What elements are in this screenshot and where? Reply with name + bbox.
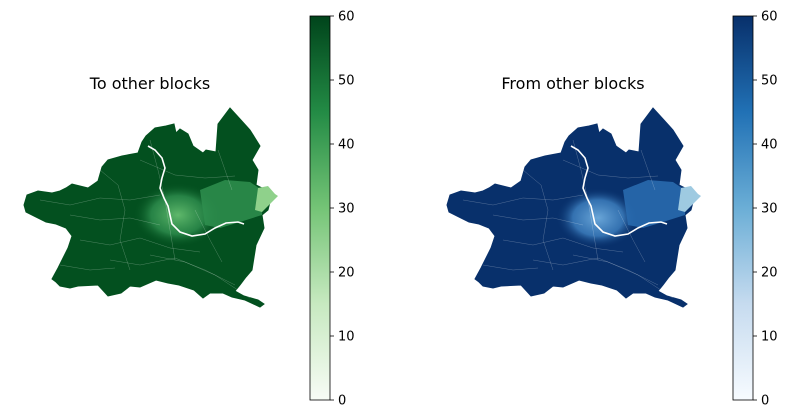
colorbar-tick-label: 60	[338, 10, 355, 25]
choropleth-map-from-other-blocks	[446, 107, 701, 308]
city-center-blocks	[556, 188, 640, 248]
colorbar-ticks: 0 10 20 30 40 50 60	[330, 10, 355, 409]
colorbar-tick-label: 50	[761, 74, 778, 89]
choropleth-map-to-other-blocks	[23, 107, 278, 308]
block-boundaries	[39, 139, 251, 299]
colorbar-tick-label: 0	[761, 394, 769, 409]
eastern-edge-blocks	[678, 186, 701, 212]
colorbar-gradient	[309, 15, 331, 401]
colorbar-tick-label: 50	[338, 74, 355, 89]
colorbar-tick-label: 40	[761, 138, 778, 153]
colorbar-tick-label: 10	[761, 330, 778, 345]
colorbar-tick-label: 20	[761, 266, 778, 281]
eastern-edge-blocks	[255, 186, 278, 212]
eastern-blocks	[200, 180, 262, 228]
city-center-blocks	[133, 183, 223, 247]
map-title-to-other-blocks: To other blocks	[89, 74, 211, 93]
colorbar-tick-label: 0	[338, 394, 346, 409]
colorbar-ticks: 0 10 20 30 40 50 60	[753, 10, 778, 409]
river	[570, 145, 668, 237]
colorbar-tick-label: 10	[338, 330, 355, 345]
colorbar-gradient	[732, 15, 754, 401]
map-title-from-other-blocks: From other blocks	[501, 74, 645, 93]
colorbar-tick-label: 30	[761, 202, 778, 217]
colorbar-tick-label: 60	[761, 10, 778, 25]
eastern-blocks	[623, 180, 685, 228]
colorbar-left: 0 10 20 30 40 50 60	[309, 10, 355, 409]
colorbar-right: 0 10 20 30 40 50 60	[732, 10, 778, 409]
river	[147, 145, 245, 237]
colorbar-tick-label: 20	[338, 266, 355, 281]
colorbar-tick-label: 30	[338, 202, 355, 217]
colorbar-tick-label: 40	[338, 138, 355, 153]
